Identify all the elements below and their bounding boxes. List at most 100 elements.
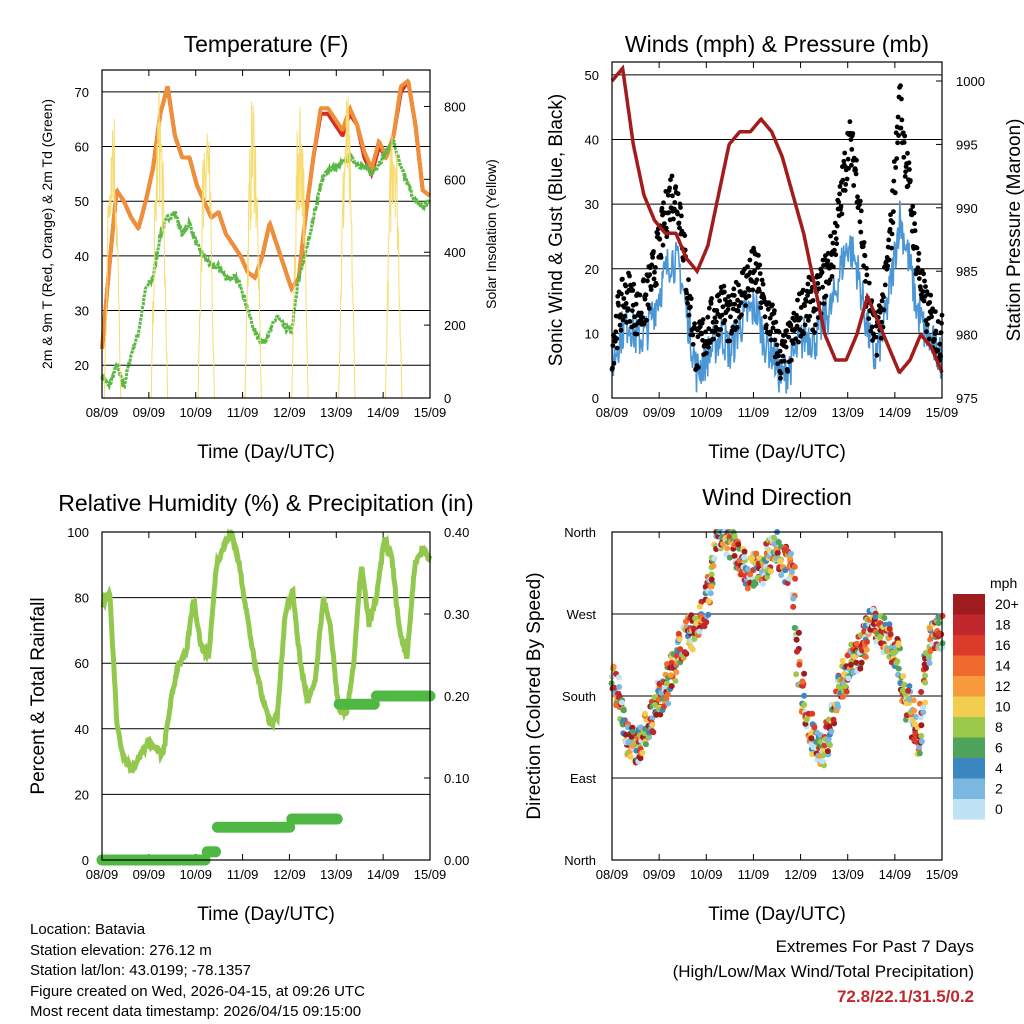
- gust-point: [837, 191, 842, 197]
- gust-point: [651, 276, 657, 282]
- y-tick-label: 40: [75, 722, 89, 737]
- direction-point: [792, 575, 799, 582]
- gust-point: [915, 265, 921, 271]
- gust-point: [885, 263, 891, 269]
- gust-point: [855, 194, 860, 200]
- gust-point: [686, 277, 691, 283]
- direction-point: [935, 620, 942, 627]
- gust-point: [802, 322, 808, 328]
- gust-point: [750, 287, 756, 293]
- gust-point: [619, 291, 624, 297]
- gust-point: [793, 336, 798, 342]
- gust-point: [853, 171, 859, 177]
- x-tick-label: 08/09: [596, 867, 629, 882]
- gust-point: [638, 310, 644, 316]
- direction-point: [692, 615, 699, 622]
- y-axis-label: Percent & Total Rainfall: [28, 597, 49, 794]
- gust-point: [927, 300, 933, 305]
- direction-point: [744, 566, 751, 573]
- gust-point: [696, 365, 701, 370]
- direction-point: [747, 571, 754, 578]
- legend-label: 10: [995, 699, 1011, 715]
- gust-point: [858, 208, 864, 214]
- gust-point: [675, 211, 680, 217]
- direction-point: [691, 635, 698, 642]
- gust-point: [644, 317, 649, 323]
- gust-point: [837, 184, 843, 189]
- gust-point: [851, 183, 857, 188]
- direction-point: [749, 555, 756, 562]
- gust-point: [678, 205, 683, 210]
- direction-point: [926, 625, 933, 632]
- gust-point: [816, 286, 822, 292]
- direction-point: [618, 699, 625, 706]
- gust-point: [675, 191, 681, 197]
- direction-point: [910, 697, 917, 704]
- gust-point: [728, 314, 733, 320]
- gust-point: [706, 326, 712, 332]
- direction-point: [922, 679, 929, 686]
- direction-point: [863, 646, 870, 653]
- gust-point: [700, 317, 706, 322]
- gust-point: [869, 324, 875, 330]
- gust-point: [716, 292, 722, 298]
- gust-point: [725, 307, 731, 312]
- gust-point: [637, 292, 643, 298]
- x-tick-label: 12/09: [273, 867, 306, 882]
- gust-point: [662, 221, 667, 227]
- gust-point: [832, 247, 837, 253]
- y-tick-label: 30: [75, 304, 89, 319]
- gust-point: [774, 342, 780, 348]
- direction-point: [639, 749, 646, 756]
- gust-point: [614, 336, 620, 341]
- gust-point: [717, 298, 722, 304]
- gust-point: [842, 150, 848, 156]
- x-axis-label: Time (Day/UTC): [708, 904, 846, 925]
- x-tick-label: 10/09: [179, 405, 212, 420]
- direction-point: [881, 615, 888, 621]
- gust-point: [722, 318, 728, 323]
- gust-point: [906, 160, 912, 166]
- gust-point: [889, 231, 895, 237]
- gust-point: [833, 252, 839, 258]
- sonic-wind-line: [611, 200, 943, 394]
- direction-point: [809, 710, 816, 717]
- direction-point: [820, 752, 827, 759]
- direction-point: [649, 721, 656, 728]
- gust-point: [688, 304, 693, 310]
- direction-point: [720, 541, 726, 547]
- direction-point: [795, 629, 802, 636]
- direction-point: [917, 714, 924, 721]
- gust-point: [857, 198, 863, 204]
- latlon-text: Station lat/lon: 43.0199; -78.1357: [30, 962, 252, 979]
- gust-point: [657, 236, 663, 242]
- y2-tick-label: 980: [956, 328, 978, 343]
- gust-point: [745, 264, 750, 270]
- gust-point: [707, 340, 713, 345]
- gust-point: [615, 293, 621, 299]
- gust-point: [862, 253, 868, 259]
- x-tick-label: 10/09: [690, 867, 723, 882]
- gust-point: [905, 150, 910, 156]
- gust-point: [758, 305, 764, 311]
- gust-point: [754, 277, 760, 283]
- direction-point: [731, 533, 738, 540]
- gust-point: [704, 350, 709, 356]
- legend-swatch: [953, 758, 985, 779]
- direction-point: [843, 688, 850, 695]
- gust-point: [781, 358, 787, 364]
- gust-point: [731, 293, 737, 298]
- direction-point: [922, 672, 929, 679]
- direction-point: [906, 683, 913, 690]
- precip-point: [210, 846, 221, 858]
- direction-point: [726, 554, 733, 561]
- direction-point: [824, 748, 831, 755]
- gust-point: [907, 167, 912, 172]
- direction-point: [710, 562, 717, 569]
- y-tick-label: 20: [585, 262, 599, 277]
- direction-point: [650, 729, 657, 736]
- gust-point: [759, 277, 765, 283]
- gust-point: [629, 308, 635, 313]
- solar-insolation-line: [103, 91, 403, 399]
- gust-point: [757, 271, 763, 276]
